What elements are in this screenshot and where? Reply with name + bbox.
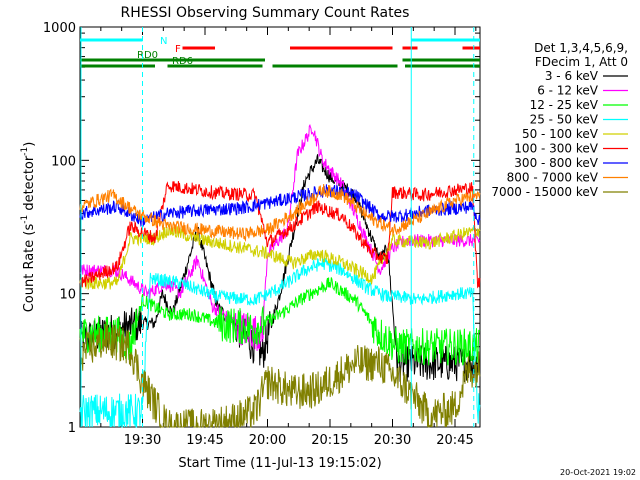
plot-frame (79, 26, 481, 428)
legend-entry-label: 300 - 800 keV (514, 156, 598, 170)
flag-label: N (160, 36, 167, 47)
x-axis-label: Start Time (11-Jul-13 19:15:02) (178, 456, 381, 471)
x-tick-label: 19:30 (124, 433, 161, 448)
footer-timestamp: 20-Oct-2021 19:02 (560, 468, 636, 477)
legend-entry-label: 3 - 6 keV (545, 69, 599, 83)
series-line (79, 257, 481, 428)
axis-ticks: 19:30 19:45 20:00 20:15 20:30 20:45 1 10 100 1000 (43, 21, 480, 448)
plot-area (79, 26, 481, 428)
legend-entry-label: 6 - 12 keV (537, 84, 599, 98)
marker-lines (80, 27, 475, 427)
x-tick-label: 20:45 (436, 433, 473, 448)
legend-entry-label: 100 - 300 keV (514, 142, 598, 156)
series-line (79, 180, 481, 289)
legend-header-line-1: Det 1,3,4,5,6,9, (534, 41, 628, 55)
flag-bars: NF RD0 RD6 (80, 36, 480, 68)
x-tick-label: 20:15 (311, 433, 348, 448)
legend-entry-label: 800 - 7000 keV (507, 171, 599, 185)
x-tick-label: 20:00 (249, 433, 286, 448)
legend-entry-label: 50 - 100 keV (522, 127, 599, 141)
legend-entry-label: 25 - 50 keV (530, 113, 599, 127)
y-label-sup-2: -1 (20, 147, 30, 156)
y-label-sup-1: -1 (20, 215, 30, 224)
flag-label: RD6 (172, 56, 193, 67)
chart-title: RHESSI Observing Summary Count Rates (121, 5, 410, 21)
y-tick-label: 1000 (43, 21, 76, 36)
legend-entry-label: 7000 - 15000 keV (491, 185, 598, 199)
series-group (79, 123, 481, 429)
flag-label: F (175, 44, 181, 55)
x-tick-label: 19:45 (186, 433, 223, 448)
series-line (79, 277, 481, 366)
y-axis-label: Count Rate (s-1 detector-1) (20, 142, 37, 313)
y-label-part-1: Count Rate (s (22, 224, 37, 313)
series-line (79, 184, 481, 242)
x-tick-label: 20:30 (374, 433, 411, 448)
legend: Det 1,3,4,5,6,9, FDecim 1, Att 0 3 - 6 k… (491, 41, 628, 199)
y-label-part-2: detector (22, 155, 37, 215)
flag-label: RD0 (137, 50, 158, 61)
legend-header-line-2: FDecim 1, Att 0 (535, 55, 628, 69)
y-tick-label: 100 (51, 154, 76, 169)
series-line (79, 223, 481, 291)
y-tick-label: 1 (68, 421, 76, 436)
y-tick-label: 10 (59, 288, 76, 303)
series-line (79, 321, 481, 429)
legend-entry-label: 12 - 25 keV (530, 98, 599, 112)
series-line (79, 154, 481, 383)
y-label-part-3: ) (22, 142, 37, 147)
